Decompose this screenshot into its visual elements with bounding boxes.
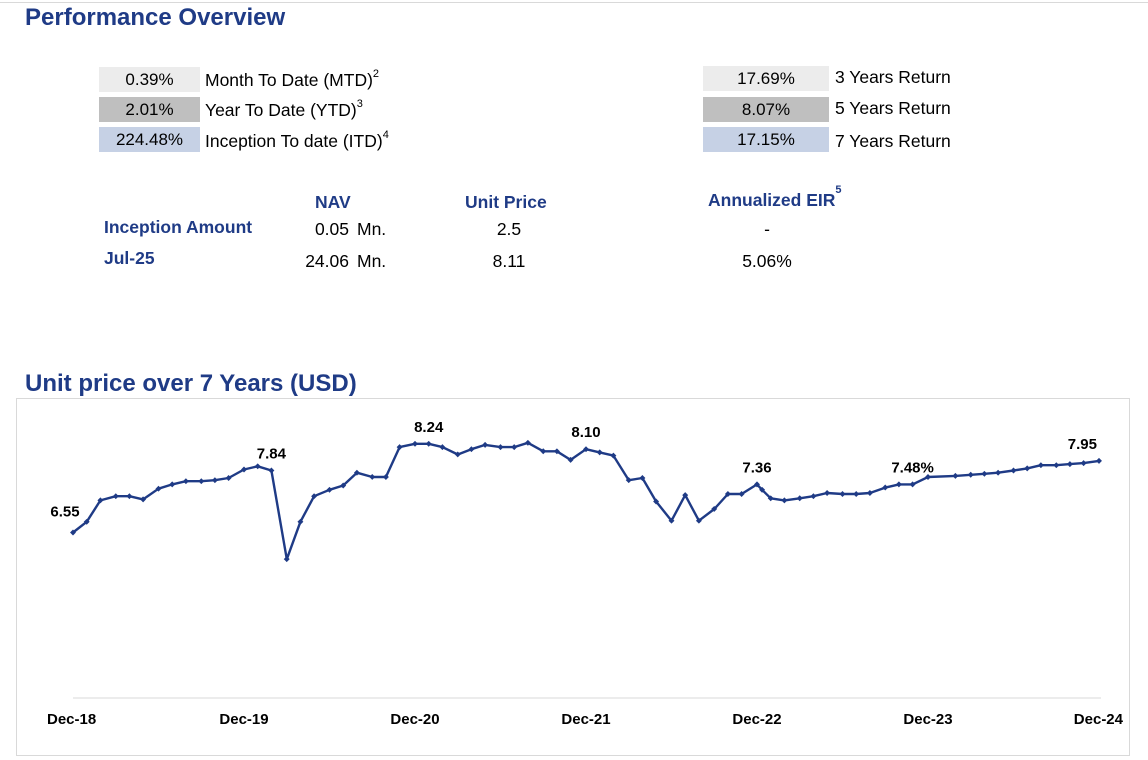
data-label: 7.95 [1068, 436, 1097, 453]
data-point [497, 444, 504, 451]
x-tick-labels-group: Dec-18 Dec-19 Dec-20 Dec-21 Dec-22 Dec-23 Dec-… [47, 711, 1124, 728]
data-label: 6.55 [50, 504, 79, 521]
data-label: 7.48% [891, 459, 934, 476]
eir-footnote: 5 [835, 184, 842, 196]
data-point [853, 491, 860, 497]
unit-price-header: Unit Price [465, 192, 547, 212]
data-point [1066, 461, 1073, 468]
3yr-return-value: 17.69% [703, 66, 829, 91]
data-point [824, 490, 831, 496]
5yr-return-value: 8.07% [703, 97, 829, 122]
eir-header: Annualized EIR5 [708, 184, 842, 210]
mtd-label: Month To Date (MTD)2 [205, 68, 380, 90]
data-point [781, 497, 788, 504]
row-jul25-eir: 5.06% [742, 251, 792, 271]
data-point [126, 493, 133, 500]
data-point [596, 449, 603, 456]
data-label: 7.36 [742, 459, 771, 476]
nav-header: NAV [315, 192, 351, 212]
row-inception-nav-unit: Mn. [357, 219, 387, 239]
data-point [169, 481, 176, 488]
data-point [981, 470, 988, 477]
x-tick-label: Dec-23 [903, 711, 952, 728]
data-point [810, 493, 817, 500]
row-jul25-label: Jul-25 [104, 248, 155, 268]
page-title: Performance Overview [25, 4, 286, 31]
data-point [1080, 460, 1087, 467]
itd-label: Inception To date (ITD)4 [205, 129, 389, 151]
x-tick-label: Dec-18 [47, 711, 96, 728]
data-point [995, 469, 1002, 476]
data-point [198, 478, 205, 485]
data-point [511, 444, 518, 451]
data-point [412, 440, 418, 447]
data-point [1024, 465, 1031, 472]
mtd-footnote: 2 [372, 68, 380, 80]
data-point [1037, 462, 1044, 469]
series-group [70, 439, 1102, 563]
data-point [1010, 467, 1017, 474]
x-tick-label: Dec-19 [219, 711, 268, 728]
data-point [839, 491, 846, 497]
series-line [72, 441, 1100, 561]
data-point [425, 440, 432, 447]
data-label: 8.10 [571, 424, 600, 441]
chart-title: Unit price over 7 Years (USD) [25, 370, 357, 397]
top-divider [0, 2, 1148, 3]
itd-footnote: 4 [382, 129, 389, 141]
row-jul25-nav-unit: Mn. [357, 251, 387, 271]
data-point [211, 477, 218, 484]
data-point [952, 472, 959, 479]
data-label: 8.24 [414, 419, 444, 436]
ytd-label: Year To Date (YTD)3 [205, 98, 363, 120]
itd-value: 224.48% [99, 127, 200, 152]
7yr-return-value: 17.15% [703, 127, 829, 152]
mtd-value: 0.39% [99, 67, 200, 92]
data-point [796, 495, 803, 502]
data-point [340, 482, 347, 489]
data-point [268, 467, 275, 474]
data-point [382, 474, 389, 480]
chart-frame: 6.55 7.84 8.24 8.10 7.36 7.48% 7.95 Dec-18 Dec-… [16, 398, 1130, 756]
ytd-value: 2.01% [99, 97, 200, 122]
x-tick-label: Dec-21 [561, 711, 610, 728]
3yr-return-label: 3 Years Return [835, 67, 951, 87]
data-point [112, 493, 119, 500]
data-point [254, 463, 261, 470]
data-point [1096, 457, 1102, 464]
data-point [1053, 462, 1060, 469]
x-tick-label: Dec-24 [1074, 711, 1124, 728]
row-inception-eir: - [764, 219, 770, 239]
7yr-return-label: 7 Years Return [835, 131, 951, 151]
row-inception-unit-price: 2.5 [496, 219, 522, 239]
data-point [866, 490, 873, 496]
row-jul25-nav: 24.06 [305, 251, 349, 271]
data-point [369, 473, 376, 480]
x-tick-label: Dec-20 [390, 711, 439, 728]
data-point [140, 496, 147, 503]
data-label: 7.84 [257, 446, 287, 463]
data-labels-group: 6.55 7.84 8.24 8.10 7.36 7.48% 7.95 [50, 419, 1097, 521]
row-jul25-unit-price: 8.11 [492, 251, 526, 271]
row-inception-label: Inception Amount [104, 217, 253, 237]
data-point [182, 478, 189, 485]
ytd-footnote: 3 [356, 98, 363, 110]
data-point [482, 441, 489, 448]
data-point [895, 481, 902, 488]
x-tick-label: Dec-22 [732, 711, 781, 728]
unit-price-chart: 6.557.848.24 8.107.36 7.48%7.95 Dec-18 Dec-… [47, 419, 1124, 728]
5yr-return-label: 5 Years Return [835, 98, 951, 118]
data-point [967, 471, 974, 478]
row-inception-nav: 0.05 [314, 219, 349, 239]
